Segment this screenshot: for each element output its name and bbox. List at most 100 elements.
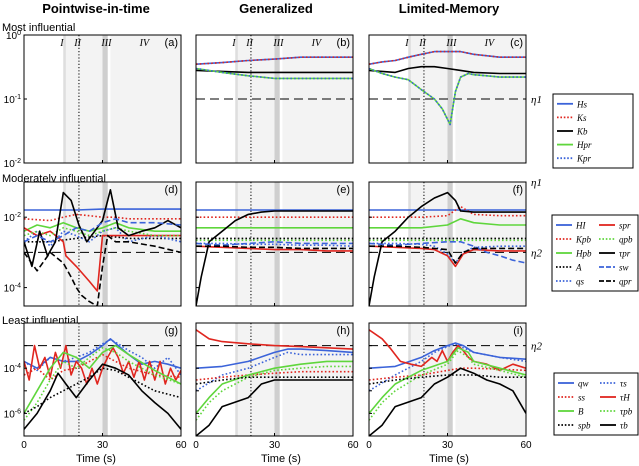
- series-line-B: [24, 344, 181, 414]
- series-line-τH: [24, 344, 181, 385]
- series-line-τH: [196, 329, 353, 350]
- series-group: [196, 56, 353, 100]
- series-line-qpr: [196, 245, 353, 250]
- x-tick-label: 30: [269, 440, 281, 451]
- phase-boundary-shade: [102, 35, 108, 163]
- panel-letter: (b): [337, 37, 350, 49]
- series-line-τb: [369, 367, 526, 436]
- phase-boundary-shade: [447, 182, 453, 306]
- series-line-sw: [196, 241, 353, 246]
- phase-band: [237, 323, 275, 436]
- legend-label: qs: [576, 277, 585, 287]
- series-line-Kb: [369, 65, 526, 75]
- legend-label: τpr: [619, 249, 631, 259]
- series-line-sw: [24, 218, 181, 243]
- series-group: [196, 329, 353, 436]
- panel-letter: (h): [337, 325, 350, 337]
- legend-label: qpr: [619, 277, 632, 287]
- legend-label: Hpb: [575, 249, 592, 259]
- panel-i: η2 (i) 0 30 60: [366, 322, 542, 451]
- x-tick-label: 0: [21, 440, 27, 451]
- series-line-τpb: [369, 349, 526, 421]
- legend-label: HI: [575, 221, 586, 231]
- legend-1: Hs Ks Kb Hpr Kpr: [552, 93, 634, 169]
- y-tick-label: 100: [6, 30, 21, 42]
- series-line-τs: [24, 338, 181, 376]
- threshold-label-eta2: η2: [531, 341, 542, 353]
- series-group: [369, 50, 526, 126]
- panel-e: (e): [195, 181, 354, 307]
- legend-label: sw: [619, 263, 629, 273]
- phase-boundary-shade: [447, 323, 453, 436]
- series-group: [196, 182, 353, 306]
- series-line-qpb: [24, 227, 181, 237]
- phase-boundary-shade: [408, 323, 411, 436]
- phase-band: [65, 35, 103, 163]
- x-tick-label: 30: [97, 440, 109, 451]
- series-line-τb: [24, 363, 181, 430]
- series-line-ss: [24, 353, 181, 381]
- series-line-τpb: [24, 346, 181, 421]
- series-line-τpr: [24, 189, 181, 268]
- x-axis-label-h: Time (s): [261, 453, 301, 465]
- y-tick-label: 10-6: [4, 408, 21, 420]
- phase-boundary-shade: [408, 35, 411, 163]
- phase-boundary-shade: [274, 35, 280, 163]
- phase-label: III: [445, 38, 457, 49]
- x-tick-label: 0: [366, 440, 372, 451]
- series-line-qs: [24, 227, 181, 247]
- y-tick-label: 10-1: [4, 94, 21, 106]
- legend-label: B: [578, 407, 584, 417]
- phase-label: III: [100, 38, 112, 49]
- series-line-spr: [196, 245, 353, 252]
- series-line-ss: [369, 367, 526, 381]
- phase-band: [455, 323, 526, 436]
- phase-boundary-shade: [102, 182, 108, 306]
- y-tick-label: 10-4: [4, 363, 21, 375]
- panel-b: (b)I II III IV: [195, 34, 354, 164]
- threshold-label-eta1: η1: [531, 177, 542, 189]
- x-tick-label: 60: [175, 440, 187, 451]
- legend-label: Hpr: [576, 140, 592, 150]
- phase-label: I: [231, 38, 236, 49]
- phase-band: [110, 323, 181, 436]
- series-line-spr: [369, 245, 526, 268]
- panel-letter: (c): [510, 37, 523, 49]
- series-line-Hpb: [369, 218, 526, 229]
- phase-label: II: [73, 38, 81, 49]
- series-line-τpr: [369, 191, 526, 306]
- panel-d: (d) 10-2 10-4: [4, 181, 182, 307]
- x-axis-label-i: Time (s): [429, 453, 469, 465]
- col-title-limited-memory: Limited-Memory: [399, 1, 500, 16]
- series-group: [369, 182, 526, 306]
- threshold-label-eta1: η1: [531, 94, 542, 106]
- series-group: [24, 337, 181, 430]
- series-line-qw: [196, 348, 353, 369]
- legend-label: Kpb: [575, 235, 592, 245]
- phase-label: III: [272, 38, 284, 49]
- series-line-τs: [196, 351, 353, 392]
- phase-boundary-shade: [447, 35, 453, 163]
- legend-label: ss: [578, 393, 586, 403]
- legend-label: qpb: [619, 235, 633, 245]
- legend-label: Kpr: [576, 154, 592, 164]
- phase-label: IV: [311, 38, 323, 49]
- phase-label: I: [404, 38, 409, 49]
- panel-f: η1 η2 (f): [368, 177, 542, 307]
- y-tick-label: 10-4: [4, 283, 21, 295]
- series-line-Kpr: [369, 67, 526, 126]
- series-line-Kpb: [24, 213, 181, 222]
- legend-label: τpb: [620, 407, 633, 417]
- series-line-τb: [196, 379, 353, 436]
- panel-c: η1(c)I II III IV: [368, 34, 542, 164]
- phase-label: II: [245, 38, 253, 49]
- series-line-Kpb: [369, 205, 526, 218]
- x-tick-label: 60: [347, 440, 359, 451]
- series-line-qw: [369, 342, 526, 369]
- legend-2: HI spr Kpb qpb Hpb τpr A sw qs qpr: [551, 214, 639, 292]
- series-group: [369, 329, 526, 436]
- series-line-Hpr: [196, 67, 353, 80]
- phase-boundary-shade: [102, 323, 108, 436]
- series-line-Kb: [196, 69, 353, 74]
